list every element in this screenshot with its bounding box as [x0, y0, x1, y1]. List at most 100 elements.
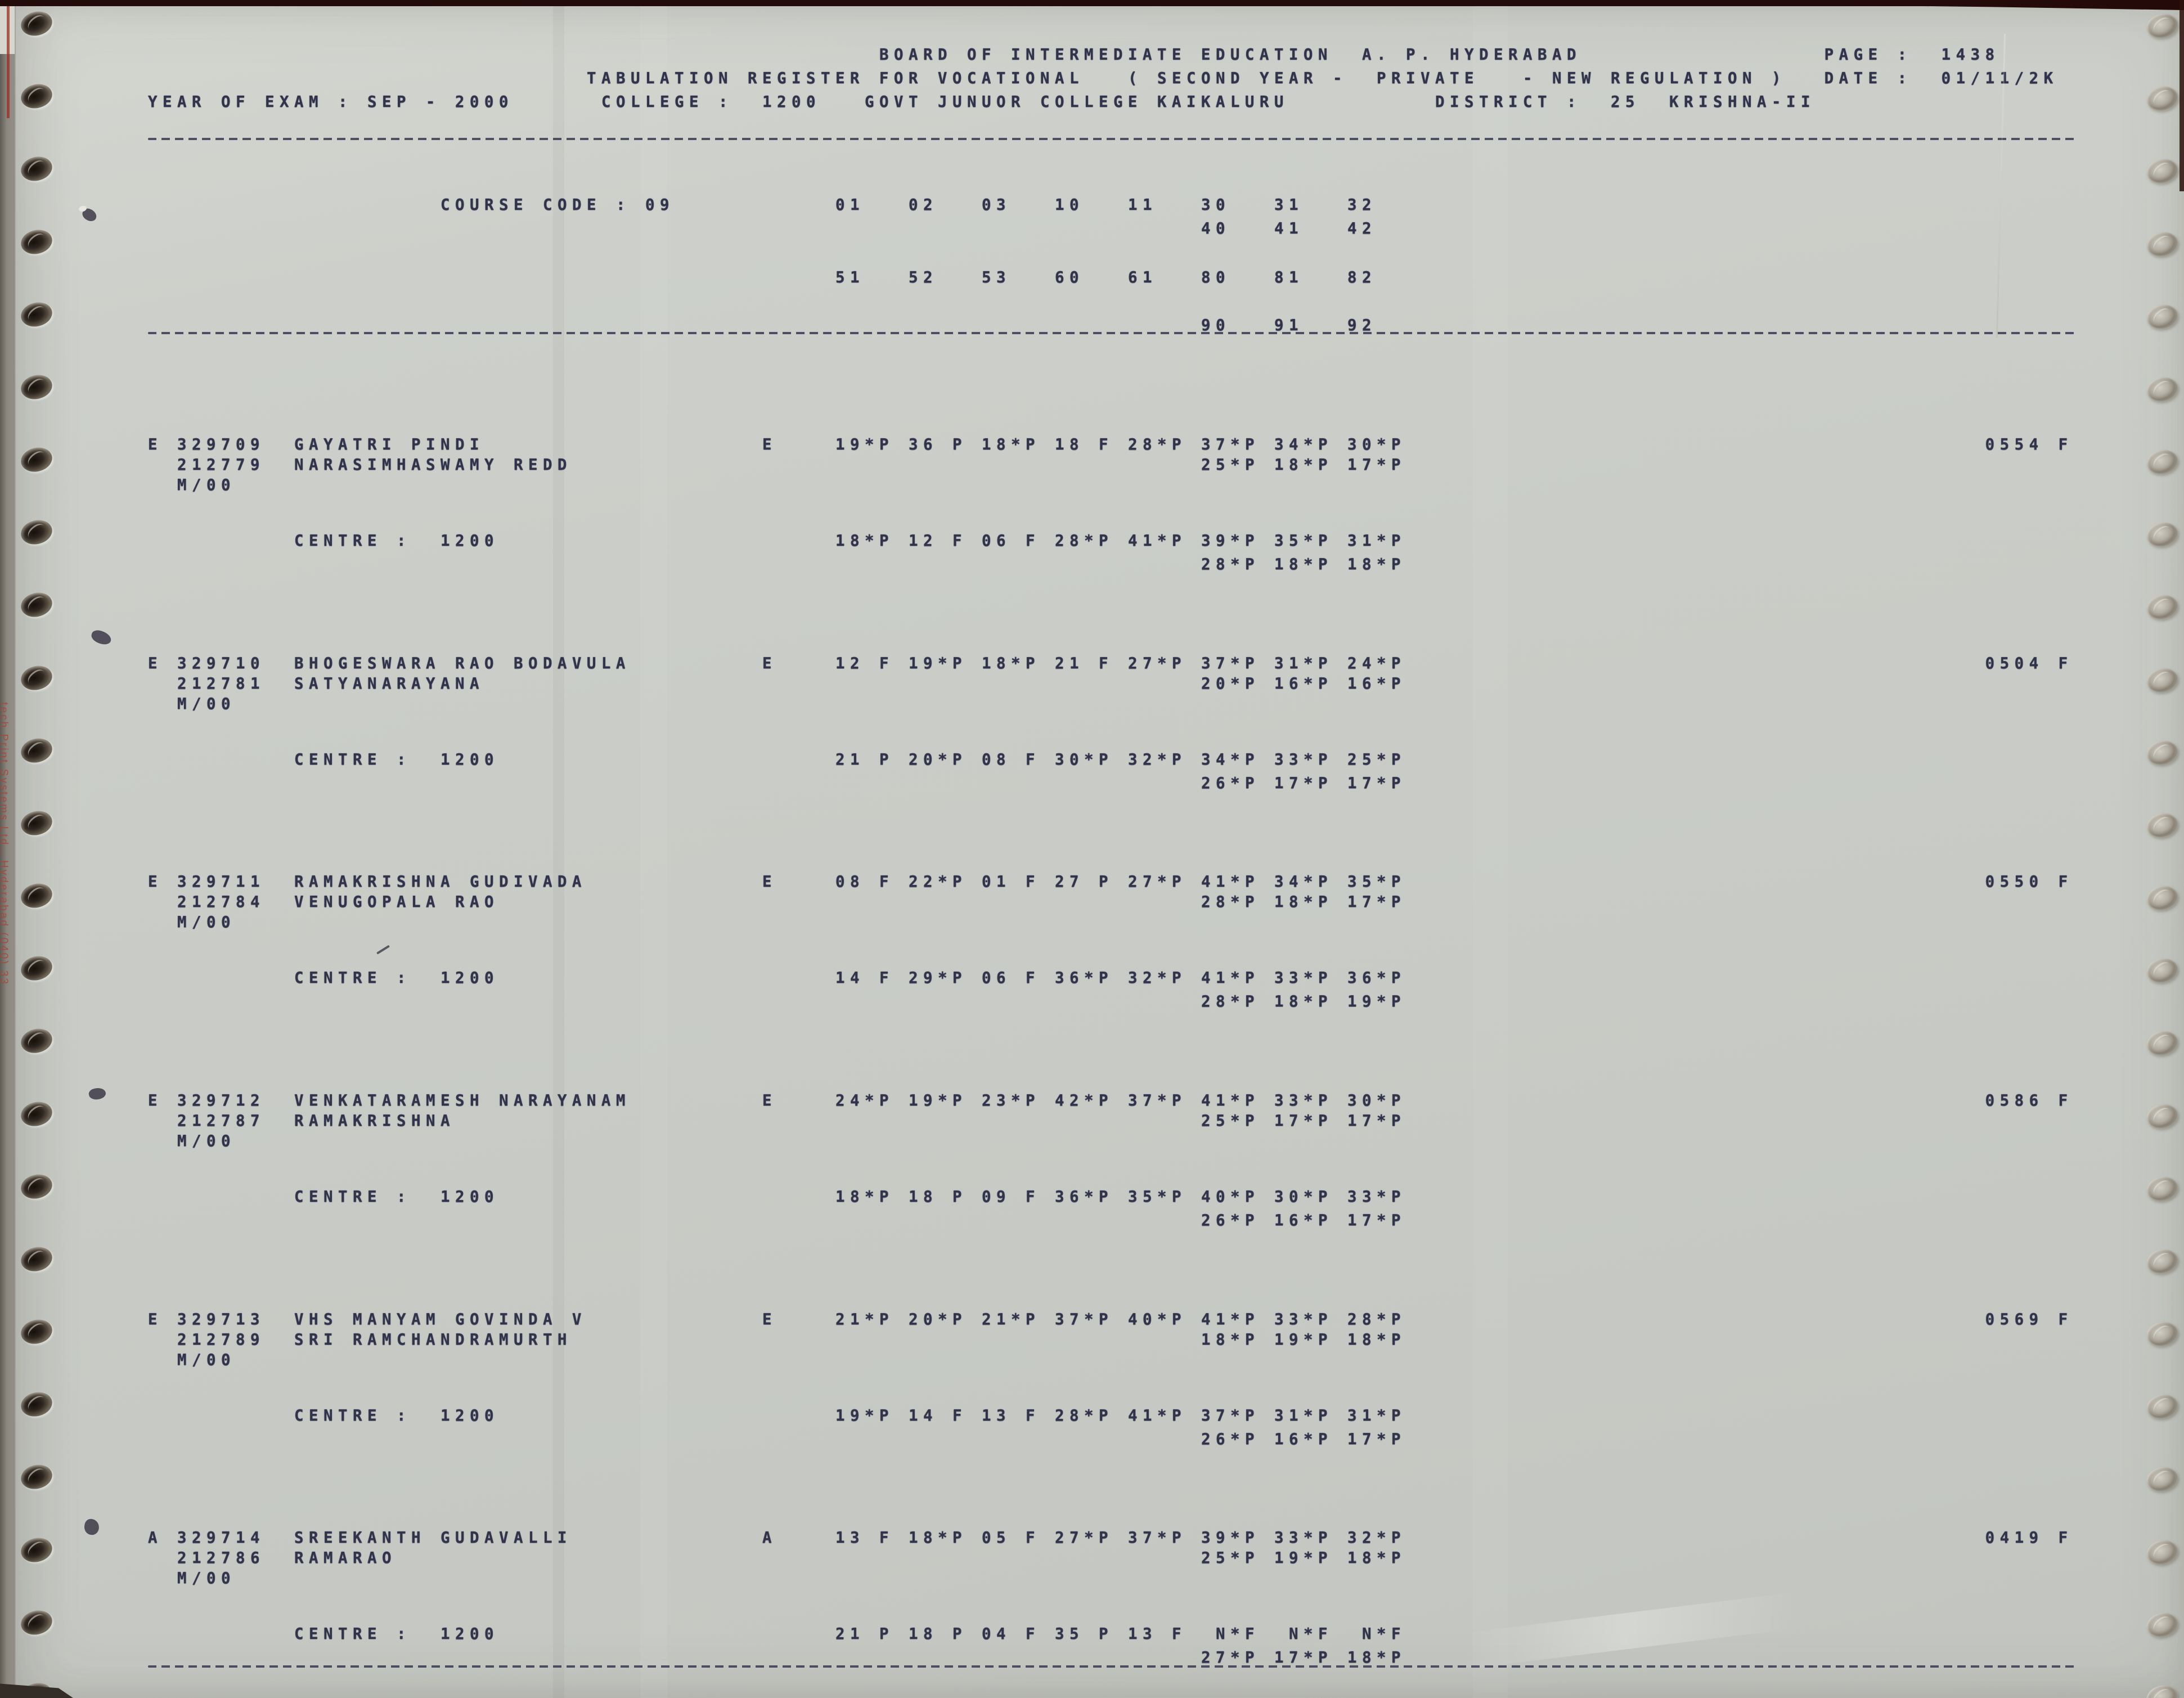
mark-cell: 18*P	[1274, 456, 1333, 474]
candidate-name: BHOGESWARA RAO BODAVULA	[294, 654, 631, 672]
mark-cell: 20*P	[1201, 675, 1260, 693]
record-roll-number: 329713	[177, 1310, 265, 1328]
mark-cell: 35 P	[1055, 1625, 1113, 1643]
mark-cell: 28*P	[1055, 532, 1113, 550]
mark-cell: 17*P	[1347, 1430, 1406, 1448]
centre-label: CENTRE :	[294, 1625, 411, 1643]
mark-cell: 37*P	[1201, 654, 1260, 672]
guardian-name: VENUGOPALA RAO	[294, 893, 499, 911]
mark-cell: 33*P	[1347, 1188, 1406, 1206]
centre-label: CENTRE :	[294, 1188, 411, 1206]
mark-cell: 41*P	[1201, 969, 1260, 987]
subject-code: 53	[982, 268, 1011, 286]
mark-cell: 09 F	[982, 1188, 1040, 1206]
mark-cell: 26*P	[1201, 1430, 1260, 1448]
subject-code: 03	[982, 196, 1011, 214]
subject-code: 11	[1128, 196, 1157, 214]
mark-cell: 37*P	[1128, 1529, 1187, 1547]
header-page-label: PAGE :	[1824, 46, 1912, 64]
separator-line	[148, 1665, 2075, 1668]
header-year-of-exam: YEAR OF EXAM : SEP - 2000	[148, 93, 514, 111]
guardian-name: SATYANARAYANA	[294, 675, 484, 693]
header-board: BOARD OF INTERMEDIATE EDUCATION	[879, 46, 1333, 64]
mark-cell: 01 F	[982, 873, 1040, 891]
mark-cell: 23*P	[982, 1091, 1040, 1109]
mark-cell: 16*P	[1274, 1430, 1333, 1448]
mark-cell: 27*P	[1128, 873, 1187, 891]
header-college-code: 1200	[762, 93, 821, 111]
mark-cell: 22*P	[909, 873, 967, 891]
header-category: PRIVATE	[1377, 69, 1479, 87]
header-year-type: ( SECOND YEAR -	[1128, 69, 1347, 87]
medium-code: E	[762, 1091, 777, 1109]
mark-cell: 25*P	[1201, 1549, 1260, 1567]
mark-cell: 36*P	[1347, 969, 1406, 987]
mark-cell: 39*P	[1201, 532, 1260, 550]
mark-cell: 17*P	[1274, 1112, 1333, 1130]
subject-code: 01	[835, 196, 865, 214]
centre-label: CENTRE :	[294, 1407, 411, 1425]
mark-cell: 28*P	[1055, 1407, 1113, 1425]
medium-year: M/00	[177, 1569, 236, 1587]
mark-cell: 18 P	[909, 1625, 967, 1643]
mark-cell: 27*P	[1055, 1529, 1113, 1547]
mark-cell: 36 P	[909, 435, 967, 453]
header-district-label: DISTRICT :	[1435, 93, 1581, 111]
medium-year: M/00	[177, 1132, 236, 1150]
mark-cell: 40*P	[1128, 1310, 1187, 1328]
mark-cell: 31*P	[1347, 1407, 1406, 1425]
mark-cell: 37*P	[1055, 1310, 1113, 1328]
subject-code: 82	[1347, 268, 1377, 286]
centre-code: 1200	[441, 1188, 499, 1206]
header-register: TABULATION REGISTER FOR VOCATIONAL	[587, 69, 1084, 87]
candidate-name: RAMAKRISHNA GUDIVADA	[294, 873, 587, 891]
mark-cell: 17*P	[1347, 1211, 1406, 1229]
mark-cell: 17*P	[1347, 893, 1406, 911]
printer-edge-text: tech Print Systems Ltd., Hyderabad (040)…	[0, 702, 10, 986]
mark-cell: 06 F	[982, 969, 1040, 987]
mark-cell: 16*P	[1274, 1211, 1333, 1229]
mark-cell: 18 F	[1055, 435, 1113, 453]
mark-cell: 18 P	[909, 1188, 967, 1206]
record-flag: E	[148, 654, 163, 672]
mark-cell: 16*P	[1347, 675, 1406, 693]
subject-code: 10	[1055, 196, 1084, 214]
guardian-name: RAMARAO	[294, 1549, 397, 1567]
mark-cell: 24*P	[835, 1091, 894, 1109]
mark-cell: 18*P	[982, 435, 1040, 453]
mark-cell: 28*P	[1201, 893, 1260, 911]
medium-year: M/00	[177, 476, 236, 494]
record-flag: E	[148, 1310, 163, 1328]
mark-cell: 37*P	[1201, 435, 1260, 453]
mark-cell: 21 P	[835, 751, 894, 769]
mark-cell: 30*P	[1347, 1091, 1406, 1109]
mark-cell: 05 F	[982, 1529, 1040, 1547]
mark-cell: 19*P	[1274, 1549, 1333, 1567]
mark-cell: 33*P	[1274, 969, 1333, 987]
mark-cell: 19*P	[909, 654, 967, 672]
mark-cell: 19*P	[909, 1091, 967, 1109]
mark-cell: 26*P	[1201, 1211, 1260, 1229]
mark-cell: 41*P	[1201, 1091, 1260, 1109]
mark-cell: 12 F	[835, 654, 894, 672]
mark-cell: 08 F	[835, 873, 894, 891]
centre-code: 1200	[441, 1407, 499, 1425]
mark-cell: 37*P	[1128, 1091, 1187, 1109]
subject-code: 42	[1347, 219, 1377, 237]
mark-cell: 19*P	[835, 435, 894, 453]
mark-cell: 25*P	[1201, 1112, 1260, 1130]
mark-cell: 31*P	[1347, 532, 1406, 550]
mark-cell: 34*P	[1274, 435, 1333, 453]
mark-cell: 41*P	[1201, 873, 1260, 891]
mark-cell: 26*P	[1201, 774, 1260, 792]
centre-code: 1200	[441, 1625, 499, 1643]
centre-label: CENTRE :	[294, 751, 411, 769]
mark-cell: 14 F	[909, 1407, 967, 1425]
mark-cell: 35*P	[1347, 873, 1406, 891]
medium-code: E	[762, 654, 777, 672]
mark-cell: 08 F	[982, 751, 1040, 769]
mark-cell: 36*P	[1055, 1188, 1113, 1206]
mark-cell: 18*P	[982, 654, 1040, 672]
subject-code: 92	[1347, 316, 1377, 334]
